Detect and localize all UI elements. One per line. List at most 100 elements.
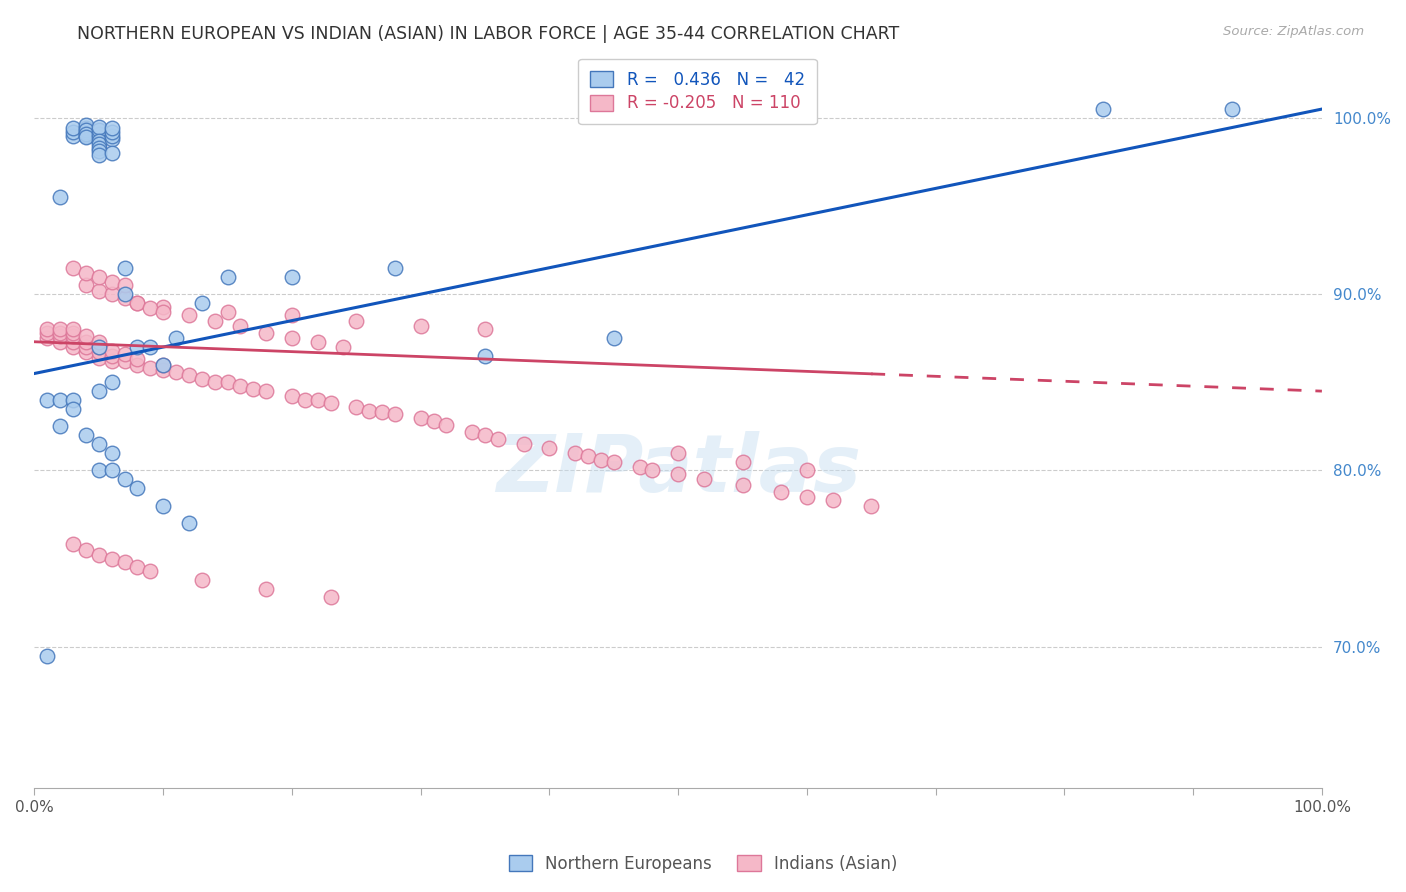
Point <box>49 322 72 336</box>
Point <box>152 499 174 513</box>
Point <box>87 334 110 349</box>
Point <box>204 313 226 327</box>
Point <box>49 326 72 340</box>
Point <box>576 450 599 464</box>
Point <box>628 459 651 474</box>
Point <box>127 296 149 310</box>
Point <box>62 401 84 416</box>
Point <box>62 334 84 349</box>
Point <box>37 326 59 340</box>
Point <box>666 446 689 460</box>
Point <box>229 318 252 333</box>
Point <box>37 648 59 663</box>
Point <box>62 322 84 336</box>
Point <box>87 134 110 148</box>
Point <box>114 278 136 293</box>
Point <box>75 127 97 141</box>
Point <box>281 331 304 345</box>
Text: ZIPatlas: ZIPatlas <box>496 431 860 508</box>
Point <box>75 123 97 137</box>
Point <box>87 345 110 359</box>
Point <box>294 392 316 407</box>
Point <box>152 358 174 372</box>
Point <box>87 548 110 562</box>
Point <box>62 128 84 143</box>
Point <box>589 453 612 467</box>
Point <box>319 396 342 410</box>
Point <box>254 384 277 398</box>
Point <box>100 354 122 368</box>
Point <box>177 309 200 323</box>
Point <box>75 340 97 354</box>
Point <box>641 463 664 477</box>
Point <box>37 392 59 407</box>
Point <box>87 145 110 159</box>
Point <box>344 313 367 327</box>
Point <box>190 573 212 587</box>
Point <box>75 121 97 136</box>
Point <box>603 455 626 469</box>
Legend: Northern Europeans, Indians (Asian): Northern Europeans, Indians (Asian) <box>502 848 904 880</box>
Point <box>409 318 432 333</box>
Point <box>666 467 689 481</box>
Legend: R =   0.436   N =   42, R = -0.205   N = 110: R = 0.436 N = 42, R = -0.205 N = 110 <box>578 59 817 124</box>
Point <box>100 132 122 146</box>
Point <box>87 141 110 155</box>
Point <box>62 326 84 340</box>
Point <box>254 326 277 340</box>
Point <box>75 266 97 280</box>
Point <box>75 334 97 349</box>
Point <box>190 296 212 310</box>
Point <box>1220 102 1243 116</box>
Point <box>165 331 187 345</box>
Point <box>62 537 84 551</box>
Point <box>165 365 187 379</box>
Point <box>384 407 406 421</box>
Point <box>204 376 226 390</box>
Point <box>139 301 162 316</box>
Point <box>87 340 110 354</box>
Point <box>75 329 97 343</box>
Point <box>217 305 239 319</box>
Point <box>229 379 252 393</box>
Point <box>87 123 110 137</box>
Point <box>332 340 354 354</box>
Point <box>49 419 72 434</box>
Point <box>512 437 534 451</box>
Point <box>486 432 509 446</box>
Point <box>538 441 561 455</box>
Point <box>139 340 162 354</box>
Point <box>127 358 149 372</box>
Point <box>796 463 818 477</box>
Point <box>100 349 122 363</box>
Point <box>87 148 110 162</box>
Point <box>127 481 149 495</box>
Point <box>87 120 110 134</box>
Point <box>100 125 122 139</box>
Point <box>281 309 304 323</box>
Point <box>139 564 162 578</box>
Point <box>281 389 304 403</box>
Point <box>62 125 84 139</box>
Point <box>796 490 818 504</box>
Point <box>100 121 122 136</box>
Point <box>87 351 110 365</box>
Point <box>461 425 484 439</box>
Point <box>307 334 329 349</box>
Text: NORTHERN EUROPEAN VS INDIAN (ASIAN) IN LABOR FORCE | AGE 35-44 CORRELATION CHART: NORTHERN EUROPEAN VS INDIAN (ASIAN) IN L… <box>77 25 900 43</box>
Point <box>217 376 239 390</box>
Point <box>62 392 84 407</box>
Point <box>87 384 110 398</box>
Point <box>254 582 277 596</box>
Point <box>100 376 122 390</box>
Point <box>87 284 110 298</box>
Point <box>114 472 136 486</box>
Point <box>100 146 122 161</box>
Point <box>37 331 59 345</box>
Point <box>75 128 97 143</box>
Point <box>100 463 122 477</box>
Point <box>860 499 883 513</box>
Point <box>127 352 149 367</box>
Point <box>87 340 110 354</box>
Point <box>127 340 149 354</box>
